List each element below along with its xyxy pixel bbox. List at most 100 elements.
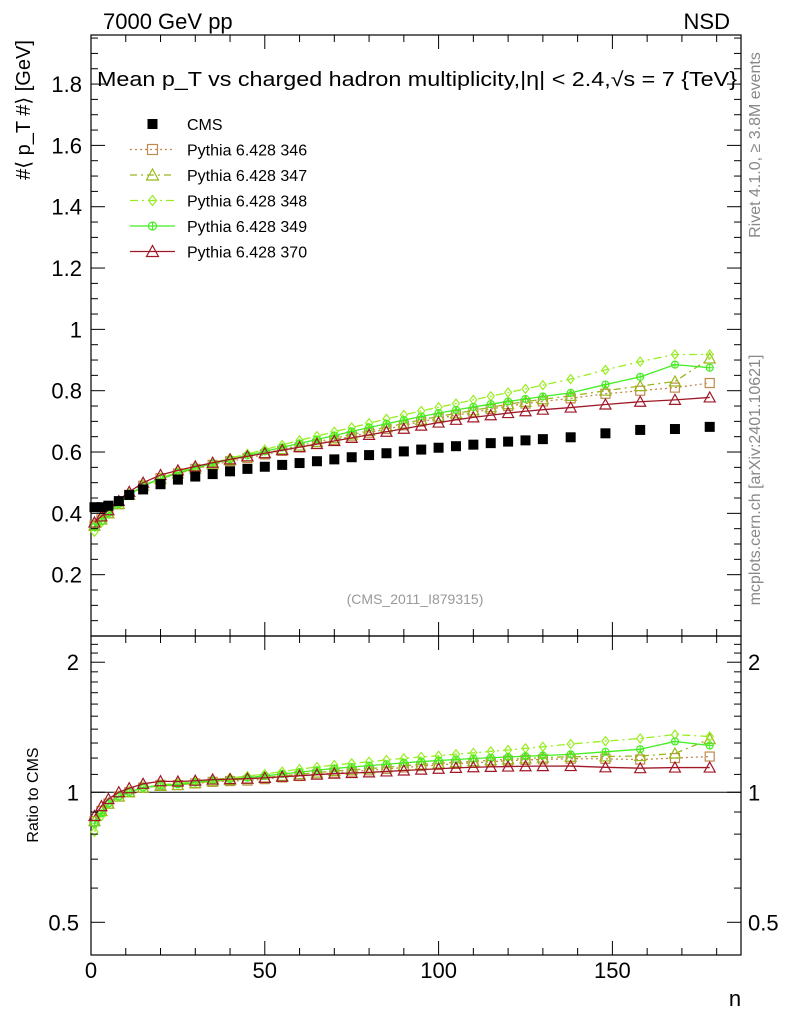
point-pythia-6-428-370: [536, 402, 550, 415]
ratio-point-pythia-6-428-370: [154, 774, 168, 787]
ratio-point-pythia-6-428-348: [601, 735, 610, 747]
ratio-point-pythia-6-428-370: [206, 772, 220, 785]
point-pythia-6-428-349: [521, 394, 530, 404]
point-cms: [113, 496, 124, 507]
point-cms: [294, 458, 305, 469]
point-cms: [416, 444, 427, 455]
ratio-point-pythia-6-428-370: [112, 785, 126, 798]
point-cms: [565, 432, 576, 443]
point-pythia-6-428-347: [598, 383, 612, 396]
point-cms: [485, 438, 496, 449]
y-tick-label: 1.8: [51, 72, 82, 97]
legend-marker-cms: [147, 119, 158, 129]
legend-marker-pythia-6-428-370: [145, 244, 160, 258]
point-cms: [190, 471, 201, 482]
point-pythia-6-428-349: [504, 397, 513, 406]
axis-ticks: 0 50 100 150 0.2 0.4 0.6 0.8 1 1.2 1.4 1.6 1.8 0.5 0.5…: [48, 35, 779, 983]
point-pythia-6-428-349: [486, 400, 495, 409]
point-pythia-6-428-370: [258, 446, 272, 459]
point-pythia-6-428-370: [668, 393, 682, 405]
ratio-point-pythia-6-428-370: [310, 767, 324, 780]
point-pythia-6-428-370: [206, 456, 220, 468]
legend-label-pythia-6-428-347: Pythia 6.428 347: [187, 168, 307, 185]
point-pythia-6-428-370: [432, 415, 446, 428]
legend: CMS Pythia 6.428 346 Pythia 6.428 347 Pythi…: [130, 117, 307, 262]
ratio-frame-border: [90, 635, 742, 956]
ratio-point-pythia-6-428-370: [518, 759, 533, 772]
ratio-point-pythia-6-428-370: [501, 759, 515, 772]
ratio-point-pythia-6-428-370: [564, 759, 578, 772]
point-cms: [503, 436, 514, 447]
point-cms: [704, 421, 715, 432]
point-cms: [242, 463, 253, 474]
ratio-point-pythia-6-428-370: [379, 764, 393, 777]
ratio-point-pythia-6-428-370: [397, 763, 411, 776]
ratio-point-pythia-6-428-349: [705, 741, 714, 750]
legend-label-pythia-6-428-348: Pythia 6.428 348: [187, 194, 307, 211]
ratio-point-pythia-6-428-349: [538, 751, 547, 760]
ratio-point-pythia-6-428-370: [362, 765, 376, 778]
point-pythia-6-428-370: [633, 394, 647, 407]
point-pythia-6-428-349: [364, 423, 374, 432]
point-pythia-6-428-349: [636, 372, 645, 381]
legend-marker-pythia-6-428-348: [147, 194, 158, 207]
legend-marker-pythia-6-428-347: [145, 167, 160, 181]
ratio-point-pythia-6-428-348: [97, 810, 106, 822]
point-pythia-6-428-348: [503, 387, 513, 399]
ratio-point-pythia-6-428-348: [138, 782, 148, 794]
point-cms: [172, 474, 183, 485]
point-cms: [277, 459, 288, 470]
point-cms: [468, 439, 479, 450]
point-pythia-6-428-370: [240, 449, 254, 462]
ratio-tick-label-right: 2: [748, 650, 760, 675]
point-cms: [537, 434, 548, 445]
point-pythia-6-428-348: [566, 373, 575, 385]
point-pythia-6-428-370: [379, 425, 393, 437]
point-pythia-6-428-370: [188, 459, 202, 472]
point-cms: [124, 489, 135, 500]
x-tick-label: 150: [594, 958, 631, 983]
y-tick-label: 1.4: [51, 195, 82, 220]
y-tick-label: 0.4: [51, 501, 82, 526]
point-pythia-6-428-348: [705, 349, 714, 360]
point-pythia-6-428-370: [703, 390, 717, 403]
legend-label-pythia-6-428-346: Pythia 6.428 346: [187, 143, 307, 160]
ratio-point-pythia-6-428-370: [414, 762, 428, 775]
ratio-point-pythia-6-428-370: [171, 774, 185, 787]
ratio-point-pythia-6-428-348: [566, 738, 575, 750]
point-pythia-6-428-370: [501, 406, 515, 419]
point-pythia-6-428-347: [633, 379, 647, 392]
point-pythia-6-428-370: [518, 404, 533, 417]
legend-label-pythia-6-428-349: Pythia 6.428 349: [187, 219, 307, 236]
point-cms: [89, 502, 100, 513]
point-pythia-6-428-370: [345, 431, 359, 444]
point-pythia-6-428-349: [451, 405, 461, 415]
plot-title: Mean p_T vs charged hadron multiplicity,…: [97, 69, 737, 91]
ratio-point-pythia-6-428-348: [124, 786, 134, 798]
point-pythia-6-428-348: [670, 349, 680, 360]
legend-label-pythia-6-428-370: Pythia 6.428 370: [187, 245, 307, 262]
point-pythia-6-428-370: [327, 434, 341, 447]
ratio-point-pythia-6-428-370: [449, 761, 463, 773]
mcplots-label: mcplots.cern.ch [arXiv:2401.10621]: [747, 355, 764, 606]
y-tick-label: 1: [70, 317, 82, 342]
point-pythia-6-428-348: [538, 379, 548, 391]
point-cms: [433, 442, 444, 453]
point-pythia-6-428-348: [635, 356, 645, 368]
y-tick-label: 0.8: [51, 379, 82, 404]
ratio-point-pythia-6-428-370: [122, 781, 136, 794]
ratio-point-pythia-6-428-370: [484, 760, 498, 773]
ratio-point-pythia-6-428-370: [101, 792, 115, 805]
ratio-point-pythia-6-428-349: [636, 745, 645, 754]
x-axis-title: n: [729, 986, 741, 1011]
ratio-point-pythia-6-428-348: [635, 733, 645, 744]
ratio-point-pythia-6-428-370: [136, 777, 150, 789]
point-cms: [329, 454, 340, 465]
point-pythia-6-428-349: [469, 402, 478, 412]
ratio-point-pythia-6-428-370: [345, 766, 359, 779]
point-pythia-6-428-349: [670, 360, 680, 369]
ratio-point-pythia-6-428-370: [94, 799, 108, 812]
main-plot-marks: [87, 349, 717, 538]
point-cms: [520, 435, 531, 446]
